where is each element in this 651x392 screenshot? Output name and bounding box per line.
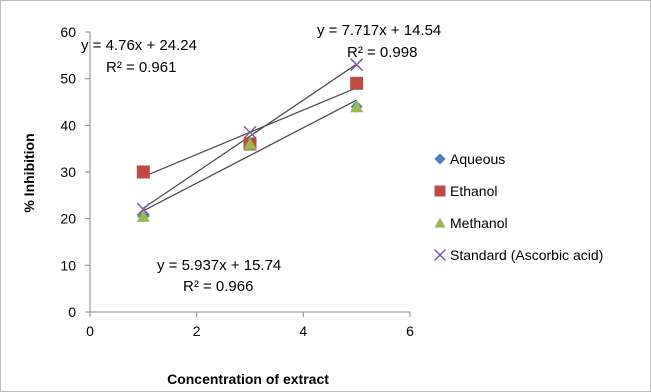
data-point-methanol bbox=[243, 137, 257, 150]
legend-marker bbox=[434, 153, 446, 165]
legend-marker bbox=[434, 217, 446, 228]
data-point-methanol bbox=[136, 209, 150, 222]
legend-item: Aqueous bbox=[434, 151, 505, 167]
legend-item: Methanol bbox=[434, 215, 508, 231]
legend-label: Ethanol bbox=[450, 183, 497, 199]
data-point-standard bbox=[350, 58, 364, 72]
y-tick-label: 60 bbox=[60, 24, 76, 40]
equation-text: y = 7.717x + 14.54 bbox=[317, 22, 441, 39]
data-point-methanol bbox=[350, 100, 364, 113]
x-tick-label: 4 bbox=[299, 323, 307, 339]
data-point-standard bbox=[136, 202, 150, 216]
x-axis-ticks: 0 2 4 6 bbox=[86, 312, 414, 339]
y-tick-label: 30 bbox=[60, 164, 76, 180]
legend: Aqueous Ethanol Methanol Standard (Ascorbic… bbox=[433, 151, 603, 263]
data-point-standard bbox=[243, 125, 257, 139]
x-tick-label: 0 bbox=[86, 323, 94, 339]
r-squared-text: R² = 0.966 bbox=[183, 278, 253, 295]
legend-item: Standard (Ascorbic acid) bbox=[433, 247, 603, 263]
y-axis-title: % Inhibition bbox=[21, 133, 37, 212]
trendline-equation-3: y = 5.937x + 15.74 R² = 0.966 bbox=[157, 257, 281, 295]
legend-marker bbox=[434, 185, 446, 197]
trendline-equation-2: y = 7.717x + 14.54 R² = 0.998 bbox=[317, 22, 441, 61]
legend-marker bbox=[433, 248, 447, 262]
r-squared-text: R² = 0.998 bbox=[347, 44, 417, 61]
r-squared-text: R² = 0.961 bbox=[106, 59, 176, 76]
legend-label: Methanol bbox=[450, 215, 508, 231]
y-tick-label: 20 bbox=[60, 211, 76, 227]
x-axis-title: Concentration of extract bbox=[167, 371, 329, 387]
trendline-equation-1: y = 4.76x + 24.24 R² = 0.961 bbox=[81, 37, 197, 76]
data-point-ethanol bbox=[350, 76, 364, 90]
legend-item: Ethanol bbox=[434, 183, 497, 199]
y-tick-label: 10 bbox=[60, 257, 76, 273]
trendline bbox=[143, 99, 357, 212]
y-axis-ticks: 0 10 20 30 40 50 60 bbox=[60, 24, 90, 320]
x-tick-label: 6 bbox=[406, 323, 414, 339]
data-point-ethanol bbox=[136, 165, 150, 179]
y-tick-label: 0 bbox=[68, 304, 76, 320]
trendline bbox=[142, 63, 358, 209]
equation-text: y = 4.76x + 24.24 bbox=[81, 37, 197, 54]
legend-label: Aqueous bbox=[450, 151, 505, 167]
trendlines bbox=[142, 63, 358, 212]
data-markers bbox=[136, 58, 364, 223]
y-tick-label: 50 bbox=[60, 71, 76, 87]
x-tick-label: 2 bbox=[193, 323, 201, 339]
y-tick-label: 40 bbox=[60, 117, 76, 133]
legend-label: Standard (Ascorbic acid) bbox=[450, 247, 603, 263]
equation-text: y = 5.937x + 15.74 bbox=[157, 257, 281, 274]
